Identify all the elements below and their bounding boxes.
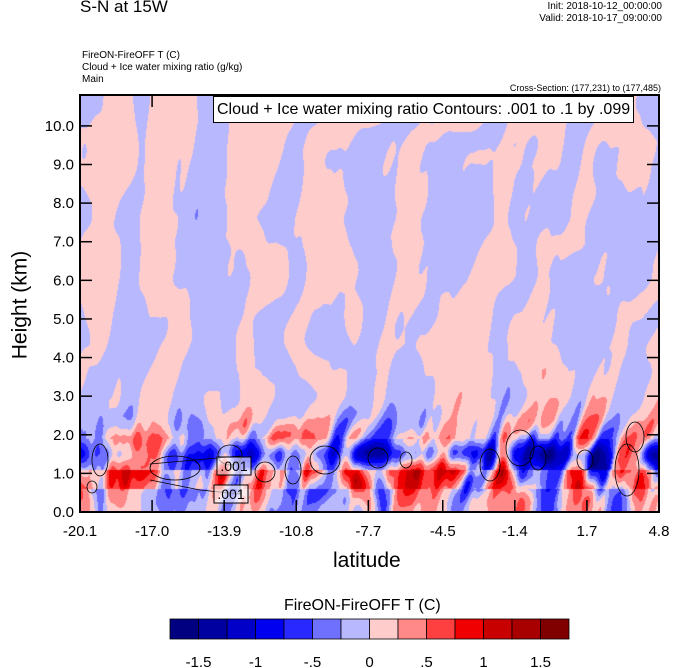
cloud-contour xyxy=(86,480,98,494)
colorbar-box xyxy=(454,618,484,640)
contour-label: .001 xyxy=(217,486,244,502)
cloud-contour xyxy=(284,455,302,485)
colorbar-box xyxy=(198,618,228,640)
temperature-difference-field xyxy=(80,95,659,512)
colorbar-label: .5 xyxy=(420,654,433,668)
colorbar-box xyxy=(255,618,285,640)
cloud-contour xyxy=(91,443,109,477)
colorbar-box xyxy=(226,618,256,640)
cloud-contour xyxy=(367,447,389,469)
x-tick-label: -4.5 xyxy=(430,523,456,540)
contour-label: .001 xyxy=(220,458,247,474)
cloud-contour xyxy=(254,461,276,483)
y-axis-label: Height (km) xyxy=(8,250,32,360)
colorbar-box xyxy=(483,618,513,640)
colorbar-box xyxy=(312,618,342,640)
colorbar-box xyxy=(511,618,541,640)
field-line-1: FireON-FireOFF T (C) xyxy=(82,50,180,61)
y-tick-label: 4.0 xyxy=(53,350,74,367)
field-line-2: Cloud + Ice water mixing ratio (g/kg) xyxy=(82,62,243,73)
colorbar-label: -1 xyxy=(249,654,262,668)
contour-label-box xyxy=(216,456,252,476)
cloud-contour xyxy=(576,449,594,471)
y-tick-label: 6.0 xyxy=(53,272,74,289)
colorbar-label: 0 xyxy=(365,654,373,668)
plot-title: S-N at 15W xyxy=(80,0,168,16)
cross-section-label: Cross-Section: (177,231) to (177,485) xyxy=(509,83,661,93)
colorbar-box xyxy=(369,618,399,640)
colorbar-box xyxy=(169,618,199,640)
y-tick-label: 5.0 xyxy=(53,311,74,328)
y-tick-label: 0.0 xyxy=(53,504,74,521)
contour-label-box xyxy=(213,484,249,504)
contour-info-box: Cloud + Ice water mixing ratio Contours:… xyxy=(213,96,635,123)
cloud-contour xyxy=(529,445,547,471)
y-tick-label: 8.0 xyxy=(53,195,74,212)
cloud-contour xyxy=(309,445,341,475)
y-tick-label: 2.0 xyxy=(53,427,74,444)
colorbar-box xyxy=(283,618,313,640)
x-tick-label: -1.4 xyxy=(502,523,528,540)
x-tick-label: -10.8 xyxy=(279,523,313,540)
y-tick-label: 9.0 xyxy=(53,157,74,174)
colorbar-label: -.5 xyxy=(304,654,322,668)
init-time: Init: 2018-10-12_00:00:00 xyxy=(547,1,662,12)
x-tick-label: -17.0 xyxy=(135,523,169,540)
colorbar-box xyxy=(340,618,370,640)
x-tick-label: -7.7 xyxy=(355,523,381,540)
y-tick-label: 3.0 xyxy=(53,388,74,405)
y-tick-label: 7.0 xyxy=(53,234,74,251)
x-axis-label: latitude xyxy=(333,549,401,572)
plot-frame xyxy=(79,94,660,513)
colorbar-box xyxy=(426,618,456,640)
colorbar-box xyxy=(397,618,427,640)
y-tick-label: 10.0 xyxy=(45,118,74,135)
y-tick-label: 1.0 xyxy=(53,465,74,482)
cloud-contour xyxy=(479,448,501,482)
colorbar-label: -1.5 xyxy=(186,654,212,668)
colorbar-box xyxy=(540,618,570,640)
valid-time: Valid: 2018-10-17_09:00:00 xyxy=(539,13,662,24)
colorbar-title: FireON-FireOFF T (C) xyxy=(284,597,441,614)
cloud-contour xyxy=(149,455,201,481)
colorbar-label: 1 xyxy=(479,654,487,668)
cloud-contour xyxy=(399,451,413,469)
x-tick-label: 1.7 xyxy=(576,523,597,540)
colorbar-label: 1.5 xyxy=(530,654,551,668)
x-tick-label: -20.1 xyxy=(63,523,97,540)
x-tick-label: -13.9 xyxy=(207,523,241,540)
field-line-3: Main xyxy=(82,74,104,85)
cloud-contour xyxy=(625,421,645,453)
x-tick-label: 4.8 xyxy=(649,523,670,540)
